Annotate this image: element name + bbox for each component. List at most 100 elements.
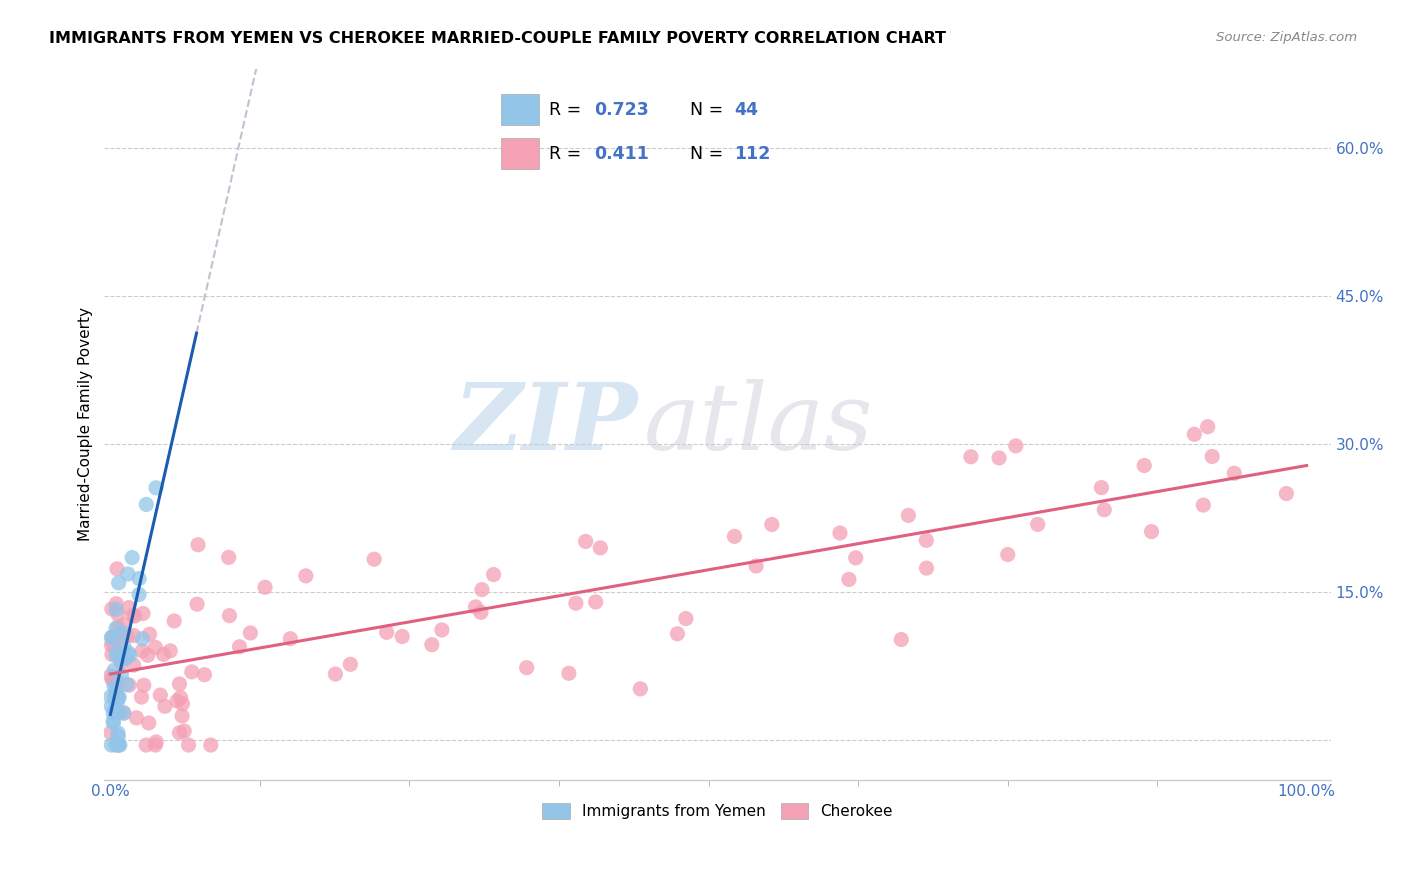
Point	[1026, 517, 1049, 532]
Point	[110, 656, 132, 670]
Point	[108, 705, 131, 719]
Point	[628, 681, 651, 696]
Point	[169, 690, 191, 705]
Point	[828, 526, 851, 541]
Point	[107, 620, 129, 634]
Point	[254, 580, 277, 594]
Point	[122, 608, 145, 623]
Point	[100, 738, 122, 752]
Point	[107, 694, 129, 708]
Point	[1140, 524, 1163, 539]
Point	[103, 715, 125, 730]
Point	[482, 567, 505, 582]
Point	[114, 651, 136, 665]
Point	[363, 552, 385, 566]
Point	[1004, 439, 1026, 453]
Point	[1201, 450, 1223, 464]
Point	[135, 738, 157, 752]
Point	[153, 699, 176, 714]
Point	[115, 629, 138, 643]
Point	[149, 688, 172, 702]
Point	[112, 626, 135, 640]
Point	[101, 714, 124, 729]
Point	[101, 602, 124, 616]
Point	[104, 738, 127, 752]
Point	[107, 689, 129, 703]
Point	[325, 667, 347, 681]
Point	[1092, 502, 1115, 516]
Point	[105, 673, 128, 688]
Point	[128, 572, 150, 586]
Point	[152, 648, 174, 662]
Point	[101, 673, 124, 687]
Point	[124, 609, 146, 624]
Point	[100, 638, 122, 652]
Point	[117, 567, 139, 582]
Point	[132, 607, 155, 621]
Point	[159, 644, 181, 658]
Point	[575, 534, 598, 549]
Text: atlas: atlas	[644, 379, 873, 469]
Point	[675, 611, 697, 625]
Point	[101, 648, 124, 662]
Point	[104, 683, 127, 698]
Point	[177, 738, 200, 752]
Point	[1133, 458, 1156, 473]
Point	[108, 738, 131, 752]
Point	[115, 677, 138, 691]
Point	[100, 690, 122, 704]
Point	[131, 632, 153, 646]
Point	[295, 569, 318, 583]
Point	[420, 638, 443, 652]
Point	[988, 450, 1011, 465]
Point	[187, 538, 209, 552]
Point	[430, 623, 453, 637]
Point	[391, 630, 413, 644]
Point	[1197, 419, 1219, 434]
Point	[107, 729, 129, 743]
Point	[136, 648, 159, 663]
Point	[890, 632, 912, 647]
Point	[1275, 486, 1298, 500]
Point	[110, 652, 132, 666]
Point	[845, 550, 868, 565]
Point	[131, 644, 153, 658]
Point	[145, 640, 167, 655]
Point	[228, 640, 250, 654]
Point	[107, 725, 129, 739]
Point	[110, 641, 132, 656]
Point	[110, 667, 132, 681]
Point	[838, 573, 860, 587]
Point	[107, 738, 129, 752]
Point	[915, 561, 938, 575]
Point	[1090, 481, 1112, 495]
Point	[105, 645, 128, 659]
Point	[145, 481, 167, 495]
Point	[166, 694, 188, 708]
Point	[104, 648, 127, 663]
Point	[997, 548, 1019, 562]
Point	[186, 597, 208, 611]
Point	[1182, 427, 1205, 442]
Point	[585, 595, 607, 609]
Point	[101, 632, 124, 646]
Point	[761, 517, 783, 532]
Point	[915, 533, 938, 548]
Point	[723, 529, 745, 543]
Point	[107, 737, 129, 751]
Point	[339, 657, 361, 672]
Text: ZIP: ZIP	[454, 379, 638, 469]
Point	[516, 660, 538, 674]
Point	[131, 690, 153, 704]
Point	[172, 697, 194, 711]
Point	[105, 679, 128, 693]
Point	[200, 738, 222, 752]
Point	[666, 627, 689, 641]
Point	[375, 625, 398, 640]
Point	[960, 450, 983, 464]
Point	[169, 726, 191, 740]
Point	[105, 602, 128, 616]
Point	[138, 627, 160, 641]
Point	[108, 690, 131, 705]
Point	[101, 671, 124, 685]
